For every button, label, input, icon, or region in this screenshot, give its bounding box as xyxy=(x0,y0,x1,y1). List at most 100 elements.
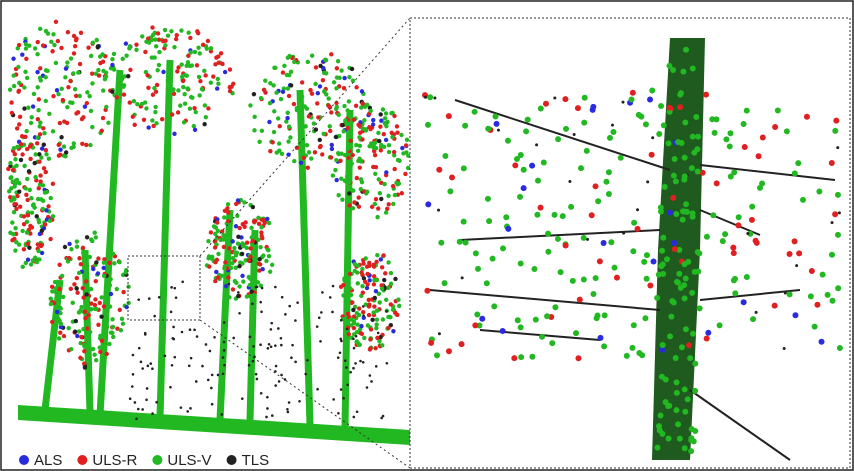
point xyxy=(95,45,101,50)
point xyxy=(86,313,91,318)
point xyxy=(52,327,58,332)
point xyxy=(447,188,454,195)
point xyxy=(474,311,481,318)
point xyxy=(277,327,280,330)
point xyxy=(288,69,294,74)
point xyxy=(240,241,245,246)
point xyxy=(681,173,688,180)
point xyxy=(386,325,391,331)
point xyxy=(11,56,16,61)
point xyxy=(690,438,697,445)
point xyxy=(580,234,587,241)
point xyxy=(170,363,174,367)
point xyxy=(23,69,28,75)
point xyxy=(165,78,171,83)
point xyxy=(713,180,720,187)
point xyxy=(346,99,352,104)
point xyxy=(140,34,145,39)
point xyxy=(391,149,397,155)
point xyxy=(629,344,636,351)
point xyxy=(339,68,344,73)
point xyxy=(24,146,30,152)
point xyxy=(41,126,46,131)
point xyxy=(254,372,258,376)
point xyxy=(257,257,262,262)
point xyxy=(658,102,665,109)
point xyxy=(93,279,98,284)
point xyxy=(237,284,242,289)
point xyxy=(334,75,340,80)
point xyxy=(351,188,356,193)
point xyxy=(31,202,36,207)
point xyxy=(336,356,340,359)
point xyxy=(179,62,184,67)
point xyxy=(99,128,104,133)
point xyxy=(269,328,273,331)
point xyxy=(223,260,228,265)
point xyxy=(248,246,253,251)
point xyxy=(677,104,684,111)
point xyxy=(368,108,373,113)
point xyxy=(374,322,379,327)
point xyxy=(378,124,383,129)
zoom-box xyxy=(127,255,201,321)
point xyxy=(332,398,335,401)
point xyxy=(58,321,64,327)
point xyxy=(208,230,214,235)
point xyxy=(83,316,88,321)
point xyxy=(306,358,309,362)
legend-swatch xyxy=(226,455,237,465)
point xyxy=(187,364,191,368)
point xyxy=(31,91,37,97)
point xyxy=(631,219,638,226)
point xyxy=(99,295,104,300)
point xyxy=(315,325,319,328)
point xyxy=(64,120,70,126)
point xyxy=(80,285,85,291)
point xyxy=(12,151,18,157)
point xyxy=(15,144,20,150)
point xyxy=(284,119,289,124)
point xyxy=(283,378,287,381)
point xyxy=(24,75,30,81)
point xyxy=(562,96,569,103)
point xyxy=(365,323,371,328)
point xyxy=(572,330,579,337)
point xyxy=(248,103,253,108)
point xyxy=(399,132,404,138)
point xyxy=(25,257,31,262)
point xyxy=(682,408,689,415)
trunk xyxy=(216,209,234,421)
point xyxy=(37,132,43,137)
point xyxy=(240,273,245,279)
point xyxy=(334,158,339,163)
point xyxy=(110,317,115,322)
point xyxy=(263,90,268,95)
point xyxy=(111,334,116,340)
point xyxy=(711,129,718,136)
point xyxy=(28,262,34,267)
point xyxy=(212,245,218,250)
point xyxy=(284,72,290,78)
point xyxy=(240,221,245,227)
point xyxy=(126,284,131,289)
point xyxy=(379,283,384,288)
point xyxy=(214,269,219,275)
point xyxy=(235,241,241,246)
point xyxy=(247,363,251,367)
point xyxy=(28,231,33,236)
point xyxy=(532,316,539,323)
point xyxy=(691,149,698,156)
point xyxy=(333,134,339,140)
point xyxy=(39,228,45,233)
point xyxy=(428,339,435,346)
point xyxy=(362,118,367,123)
point xyxy=(352,200,357,205)
point xyxy=(260,286,264,290)
point xyxy=(26,105,31,110)
point xyxy=(529,353,536,360)
point xyxy=(65,29,71,35)
point xyxy=(271,83,276,88)
point xyxy=(621,100,625,104)
point xyxy=(406,153,411,158)
